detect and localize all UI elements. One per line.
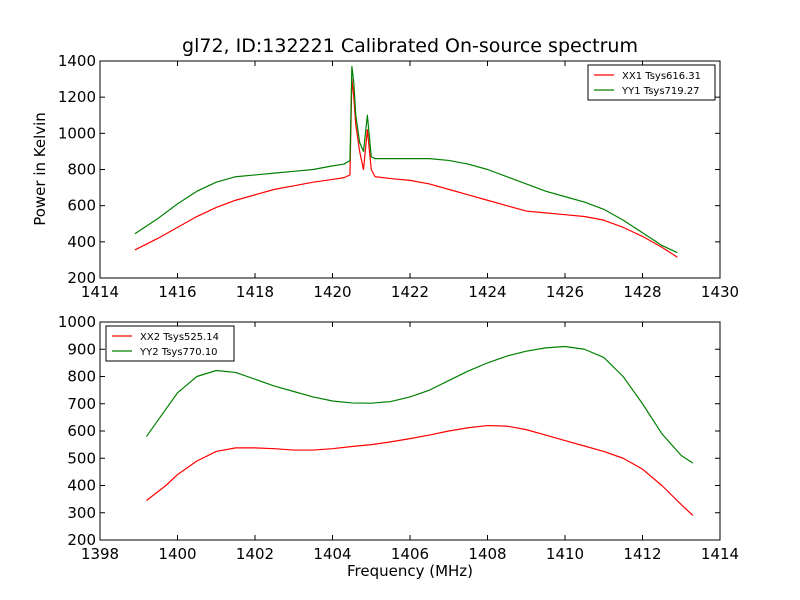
top-x-tick-label: 1424 [468, 283, 506, 301]
top-y-tick-label: 400 [67, 233, 96, 251]
top-x-tick-label: 1414 [81, 283, 119, 301]
top-x-tick-label: 1426 [546, 283, 584, 301]
top-y-tick-label: 600 [67, 197, 96, 215]
bottom-y-tick-label: 700 [67, 395, 96, 413]
bottom-x-tick-label: 1398 [81, 545, 119, 563]
top-plot: gl72, ID:132221 Calibrated On-source spe… [31, 35, 739, 301]
bottom-plot-legend: XX2 Tsys525.14 YY2 Tsys770.10 [105, 325, 235, 362]
bottom-x-tick-label: 1404 [313, 545, 351, 563]
top-plot-area: 1414 1416 1418 1420 1422 1424 1426 1428 1430 200 4… [58, 52, 739, 301]
top-y-tick-label: 800 [67, 161, 96, 179]
top-x-tick-label: 1428 [623, 283, 661, 301]
top-x-tick-label: 1416 [158, 283, 196, 301]
top-x-tick-label: 1420 [313, 283, 351, 301]
bottom-plot: 1398 1400 1402 1404 1406 1408 1410 1412 1414 200 3… [58, 313, 739, 580]
bottom-x-tick-label: 1414 [701, 545, 739, 563]
bottom-plot-x-axis-label: Frequency (MHz) [347, 562, 473, 580]
bottom-y-tick-label: 900 [67, 340, 96, 358]
top-plot-legend: XX1 Tsys616.31 YY1 Tsys719.27 [587, 64, 716, 101]
top-plot-title: gl72, ID:132221 Calibrated On-source spe… [182, 35, 638, 57]
bottom-x-tick-label: 1406 [391, 545, 429, 563]
bottom-y-tick-label: 600 [67, 422, 96, 440]
bottom-x-tick-label: 1402 [236, 545, 274, 563]
top-x-tick-label: 1422 [391, 283, 429, 301]
top-legend-frame [587, 64, 716, 101]
bottom-y-tick-label: 1000 [58, 313, 96, 331]
bottom-y-tick-label: 200 [67, 531, 96, 549]
top-x-tick-label: 1430 [701, 283, 739, 301]
bottom-y-tick-label: 800 [67, 368, 96, 386]
top-legend-label-xx1: XX1 Tsys616.31 [622, 71, 701, 82]
bottom-x-tick-label: 1412 [623, 545, 661, 563]
top-y-tick-label: 200 [67, 269, 96, 287]
top-legend-label-yy1: YY1 Tsys719.27 [621, 86, 700, 97]
top-y-tick-label: 1200 [58, 88, 96, 106]
top-y-tick-label: 1000 [58, 124, 96, 142]
bottom-legend-label-xx2: XX2 Tsys525.14 [140, 332, 219, 343]
top-series-line-0 [134, 78, 678, 258]
bottom-y-tick-label: 400 [67, 477, 96, 495]
bottom-legend-frame [105, 325, 235, 362]
bottom-x-tick-label: 1408 [468, 545, 506, 563]
bottom-x-tick-label: 1400 [158, 545, 196, 563]
bottom-series-line-1 [146, 345, 694, 464]
bottom-x-tick-label: 1410 [546, 545, 584, 563]
top-plot-y-axis-label: Power in Kelvin [31, 112, 49, 226]
top-x-tick-label: 1418 [236, 283, 274, 301]
bottom-y-tick-label: 500 [67, 449, 96, 467]
bottom-y-tick-label: 300 [67, 504, 96, 522]
bottom-plot-area: 1398 1400 1402 1404 1406 1408 1410 1412 1414 200 3… [58, 313, 739, 563]
top-series-line-1 [134, 65, 678, 254]
bottom-series-line-0 [146, 424, 694, 516]
top-y-tick-label: 1400 [58, 52, 96, 70]
bottom-legend-label-yy2: YY2 Tsys770.10 [139, 347, 218, 358]
